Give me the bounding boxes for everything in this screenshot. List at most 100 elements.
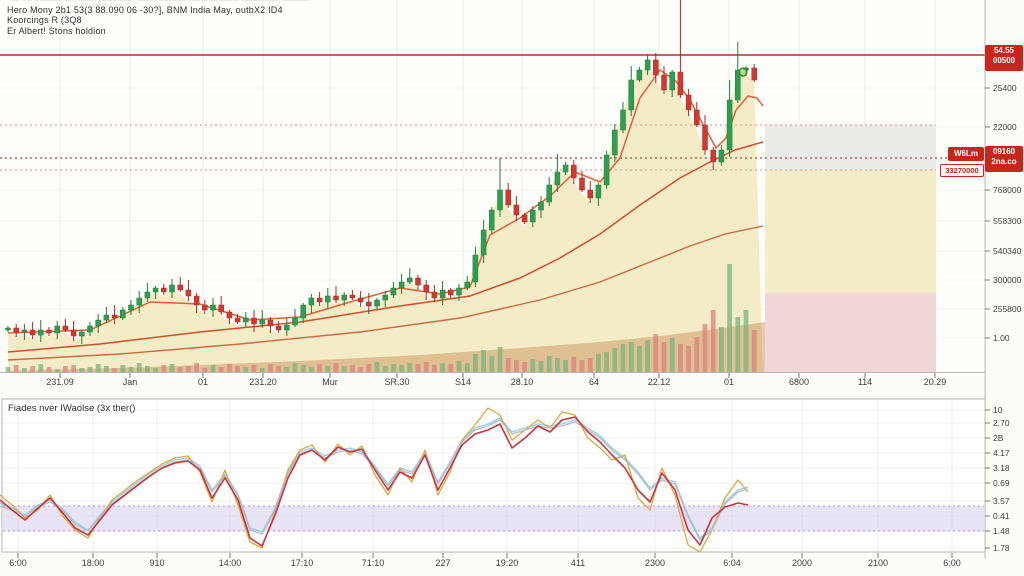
volume-bar: [530, 359, 536, 372]
volume-bar: [587, 358, 593, 372]
candle-body: [530, 209, 536, 223]
volume-bar: [71, 365, 76, 372]
volume-bar: [489, 356, 495, 372]
candle-body: [439, 289, 446, 299]
candle-body: [251, 317, 257, 325]
level-name-tag[interactable]: W6Lm: [948, 147, 984, 161]
candle-body: [46, 329, 52, 334]
volume-bar: [284, 367, 290, 372]
candle-body: [341, 294, 347, 301]
volume-bar: [399, 365, 404, 372]
indicator-axis-label: 3.18: [993, 463, 1010, 473]
legend-line-0: ·—·— ——— —·—— ———— ——·——— —— ———·———— ——…: [7, 0, 309, 5]
volume-bar: [604, 352, 609, 372]
candle-body: [54, 325, 60, 334]
volume-bar: [645, 340, 650, 372]
indicator-time-label: 17:10: [291, 558, 314, 568]
volume-bar: [218, 367, 224, 372]
volume-bar: [153, 368, 158, 372]
indicator-time-label: 18:00: [82, 558, 105, 568]
price-axis-label: 540340: [993, 246, 1022, 256]
indicator-time-label: 227: [435, 558, 450, 568]
candle-body: [193, 295, 200, 306]
volume-bar: [546, 356, 552, 372]
indicator-axis-label: 1.78: [993, 543, 1010, 553]
volume-bar: [104, 366, 109, 372]
projection-zone-2: [765, 293, 936, 372]
level-value-outline-tag[interactable]: 33270000: [940, 164, 984, 177]
indicator-time-label: 6:00: [9, 558, 27, 568]
legend-line-2: Koorcings R (3Q8: [7, 15, 82, 25]
lower-plot-area: [1, 398, 986, 553]
candle-body: [685, 94, 692, 111]
candle-body: [456, 287, 462, 296]
volume-bar: [54, 369, 60, 372]
time-axis-label: 22.12: [648, 377, 671, 387]
time-axis-label: 6800: [789, 377, 809, 387]
candle-body: [267, 319, 274, 327]
candle-body: [620, 109, 626, 131]
candle-body: [275, 325, 282, 331]
volume-bar: [563, 360, 568, 372]
candle-body: [472, 254, 479, 283]
candle-body: [218, 304, 224, 313]
candle-body: [538, 201, 544, 211]
candle-body: [95, 319, 101, 327]
time-axis-label: 114: [858, 377, 872, 387]
candle-body: [669, 71, 675, 91]
volume-bar: [415, 364, 421, 372]
candle-body: [243, 317, 249, 323]
trade-marker: [738, 67, 748, 77]
candle-body: [751, 67, 757, 81]
volume-bar: [243, 367, 249, 372]
candle-body: [316, 297, 323, 303]
candle-body: [497, 189, 503, 211]
candle-body: [226, 311, 233, 319]
price-axis-label: 25400: [993, 83, 1017, 93]
volume-bar: [628, 342, 634, 372]
candle-body: [136, 297, 142, 306]
price-axis-label: 255800: [993, 304, 1022, 314]
indicator-time-label: 6:00: [943, 558, 961, 568]
indicator-axis-label: 3.57: [993, 496, 1010, 506]
candle-body: [202, 304, 208, 311]
candle-body: [677, 71, 684, 96]
candle-body: [349, 294, 356, 299]
volume-bar: [710, 310, 716, 372]
alert-price-tag[interactable]: 54.55 00500: [985, 45, 1023, 71]
volume-bar: [268, 364, 273, 372]
time-axis-label: 01: [724, 377, 734, 387]
volume-bar: [702, 324, 708, 372]
candle-body: [595, 184, 602, 199]
candle-body: [300, 304, 306, 319]
candle-body: [333, 295, 339, 301]
indicator-time-label: 411: [571, 558, 585, 568]
candle-body: [628, 79, 634, 111]
candle-body: [653, 59, 659, 76]
volume-bar: [522, 362, 527, 372]
candle-body: [398, 281, 405, 289]
volume-bar: [13, 365, 19, 372]
symbol-title: Hero Mony 2b1 53(3 88.090 06 -30?], BNM …: [7, 4, 283, 15]
volume-bar: [751, 330, 757, 372]
time-axis-label: 231.09: [46, 377, 74, 387]
volume-bar: [259, 368, 265, 372]
indicator-time-label: 19:20: [496, 558, 519, 568]
candle-body: [185, 289, 192, 297]
candle-body: [513, 204, 520, 216]
candle-body: [292, 317, 298, 326]
candle-body: [161, 287, 167, 293]
volume-bar: [235, 366, 240, 372]
volume-bar: [366, 364, 372, 372]
volume-bar: [22, 368, 27, 372]
volume-bar: [194, 363, 199, 372]
candle-body: [13, 327, 19, 333]
level-price-tag[interactable]: 09160 2na.co: [985, 146, 1023, 172]
volume-bar: [391, 364, 396, 372]
volume-bar: [292, 363, 298, 372]
candle-body: [521, 214, 528, 223]
legend-line-3: Er Albert! Stons holdion: [7, 25, 106, 36]
candle-body: [120, 309, 126, 319]
volume-bar: [227, 364, 232, 372]
